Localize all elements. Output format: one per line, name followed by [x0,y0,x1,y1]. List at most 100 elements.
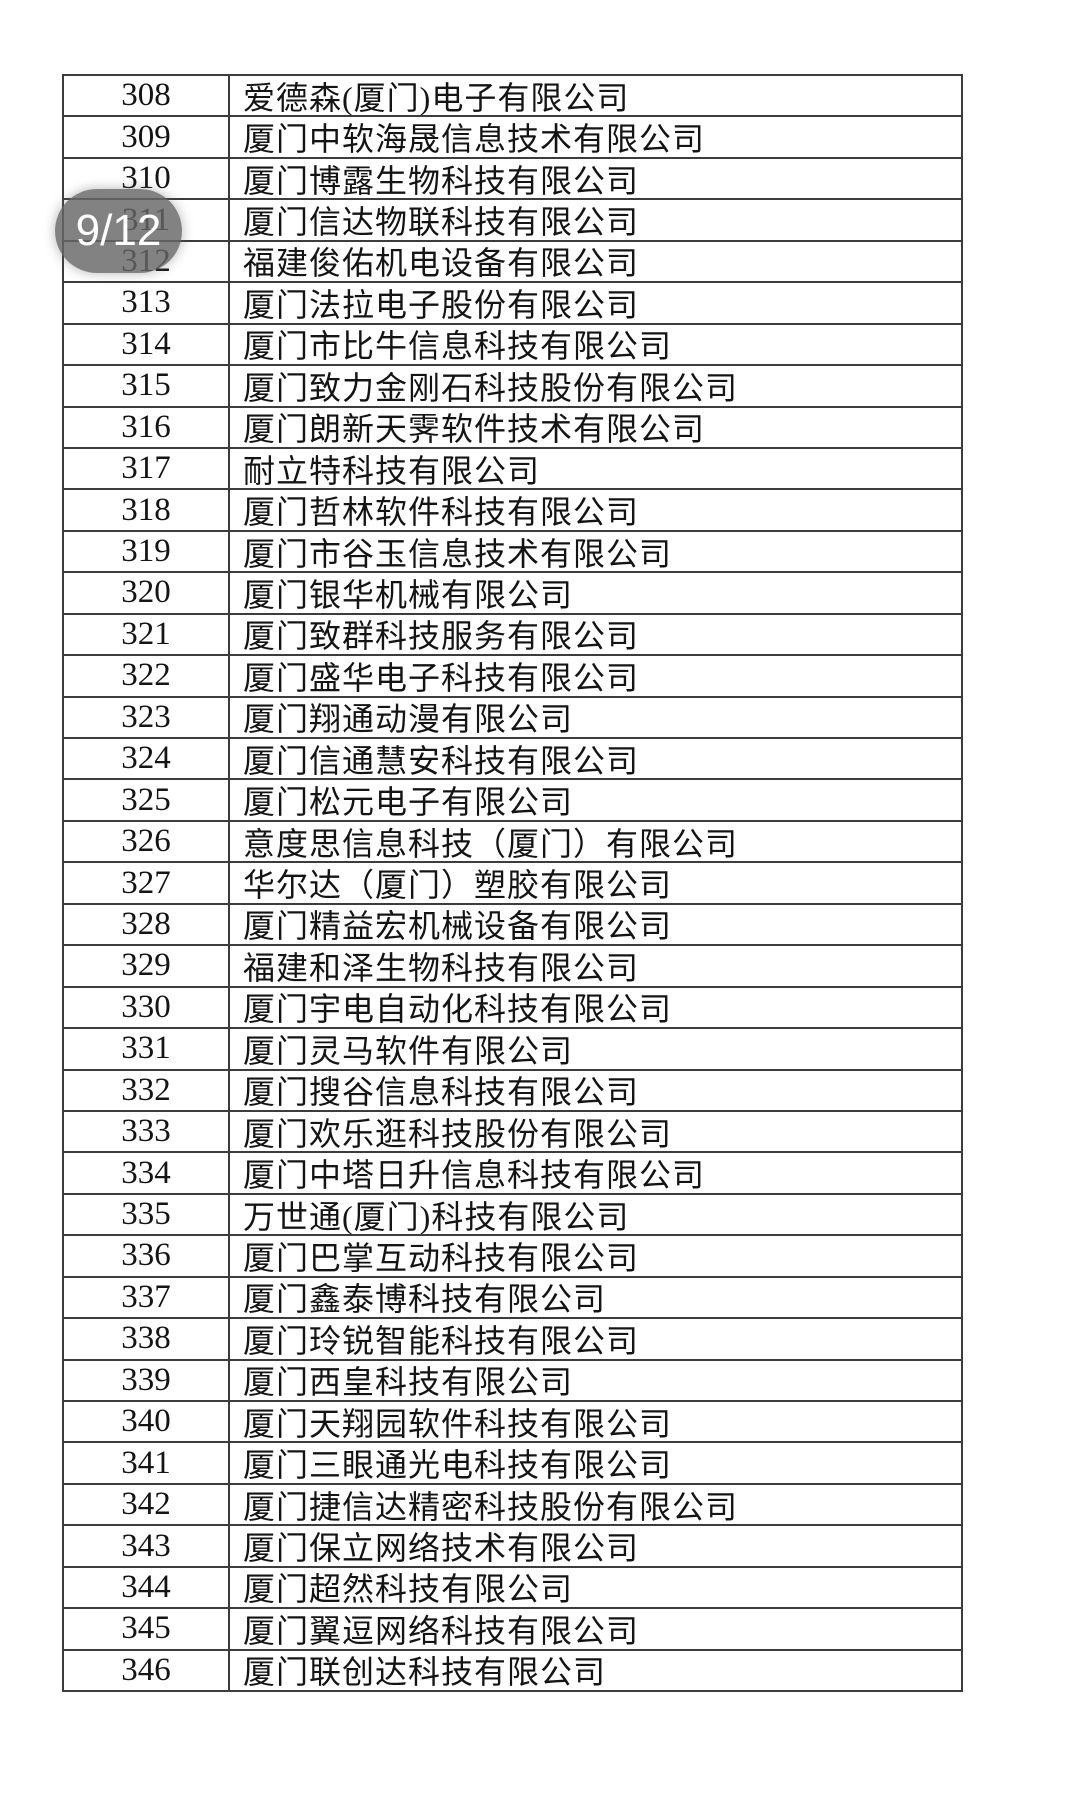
company-name: 厦门信通慧安科技有限公司 [243,742,640,779]
company-name: 厦门宇电自动化科技有限公司 [243,991,673,1028]
company-name: 厦门法拉电子股份有限公司 [243,286,640,323]
company-name: 厦门松元电子有限公司 [243,784,574,820]
company-name: 厦门天翔园软件科技有限公司 [243,1405,673,1442]
company-name: 厦门三眼通光电科技有限公司 [243,1447,673,1483]
row-number: 327 [64,863,230,903]
company-name: 厦门中软海晟信息技术有限公司 [243,121,706,157]
table-row: 312福建俊佑机电设备有限公司 [64,239,961,282]
company-name: 厦门鑫泰博科技有限公司 [243,1281,607,1318]
table-row: 332 厦门搜谷信息科技有限公司 [64,1068,961,1110]
table-row: 317 耐立特科技有限公司 [64,446,961,489]
company-name: 厦门信达物联科技有限公司 [243,204,640,240]
company-name: 福建俊佑机电设备有限公司 [243,245,640,282]
table-row: 329 福建和泽生物科技有限公司 [64,944,961,986]
company-name: 华尔达（厦门）塑胶有限公司 [243,867,673,903]
company-name: 厦门搜谷信息科技有限公司 [243,1074,640,1110]
row-number: 339 [64,1360,230,1400]
table-row: 308 爱德森(厦门)电子有限公司 [64,76,961,116]
row-number: 309 [64,117,230,157]
table-row: 316 厦门朗新天霁软件技术有限公司 [64,405,961,447]
table-row: 338 厦门玲锐智能科技有限公司 [64,1317,961,1359]
row-number: 335 [64,1194,230,1235]
table-row: 326 意度思信息科技（厦门）有限公司 [64,819,961,862]
row-number: 321 [64,614,230,655]
company-name: 厦门银华机械有限公司 [243,576,574,613]
table-row: 322 厦门盛华电子科技有限公司 [64,654,961,696]
row-number: 338 [64,1319,230,1359]
company-name: 厦门致力金刚石科技股份有限公司 [243,369,739,406]
table-row: 345 厦门翼逗网络科技有限公司 [64,1607,961,1649]
row-number: 334 [64,1153,230,1193]
company-name: 厦门中塔日升信息科技有限公司 [243,1157,706,1193]
table-row: 324 厦门信通慧安科技有限公司 [64,737,961,779]
company-name: 厦门西皇科技有限公司 [243,1364,574,1400]
row-number: 336 [64,1236,230,1276]
company-name: 福建和泽生物科技有限公司 [243,949,640,986]
table-row: 320 厦门银华机械有限公司 [64,571,961,613]
row-number: 316 [64,407,230,447]
table-row: 313 厦门法拉电子股份有限公司 [64,281,961,323]
company-name: 厦门翔通动漫有限公司 [243,701,574,737]
table-row: 323 厦门翔通动漫有限公司 [64,695,961,737]
table-row: 340 厦门天翔园软件科技有限公司 [64,1400,961,1442]
table-row: 330 厦门宇电自动化科技有限公司 [64,985,961,1028]
company-name: 厦门欢乐逛科技股份有限公司 [243,1115,673,1152]
row-number: 331 [64,1029,230,1069]
table-row: 321 厦门致群科技服务有限公司 [64,612,961,655]
row-number: 328 [64,904,230,945]
table-row: 336 厦门巴掌互动科技有限公司 [64,1234,961,1276]
company-name: 意度思信息科技（厦门）有限公司 [243,825,739,862]
table-row: 328 厦门精益宏机械设备有限公司 [64,902,961,945]
table-row: 343 厦门保立网络技术有限公司 [64,1524,961,1566]
company-name: 爱德森(厦门)电子有限公司 [243,79,630,116]
row-number: 317 [64,448,230,489]
table-row: 327 华尔达（厦门）塑胶有限公司 [64,861,961,903]
table-row: 325 厦门松元电子有限公司 [64,778,961,820]
row-number: 322 [64,656,230,696]
company-name: 万世通(厦门)科技有限公司 [243,1198,630,1235]
row-number: 342 [64,1484,230,1525]
page-indicator-badge: 9/12 [55,189,182,273]
company-table: 308 爱德森(厦门)电子有限公司 309 厦门中软海晟信息技术有限公司 310 厦门博露… [62,74,963,1692]
company-name: 厦门精益宏机械设备有限公司 [243,908,673,945]
company-name: 厦门玲锐智能科技有限公司 [243,1322,640,1359]
row-number: 346 [64,1650,230,1691]
row-number: 314 [64,324,230,365]
row-number: 330 [64,987,230,1028]
row-number: 325 [64,780,230,820]
row-number: 332 [64,1070,230,1110]
table-row: 346 厦门联创达科技有限公司 [64,1648,961,1691]
table-row: 339 厦门西皇科技有限公司 [64,1358,961,1400]
row-number: 313 [64,283,230,323]
company-name: 耐立特科技有限公司 [243,452,541,489]
company-name: 厦门捷信达精密科技股份有限公司 [243,1488,739,1525]
table-row: 311厦门信达物联科技有限公司 [64,198,961,240]
row-number: 344 [64,1567,230,1608]
table-row: 315 厦门致力金刚石科技股份有限公司 [64,364,961,406]
row-number: 308 [64,76,230,116]
table-row: 310 厦门博露生物科技有限公司 [64,156,961,199]
company-name: 厦门朗新天霁软件技术有限公司 [243,411,706,447]
row-number: 345 [64,1609,230,1649]
company-name: 厦门哲林软件科技有限公司 [243,494,640,530]
row-number: 318 [64,490,230,530]
table-row: 309 厦门中软海晟信息技术有限公司 [64,115,961,157]
table-row: 331 厦门灵马软件有限公司 [64,1027,961,1069]
company-name: 厦门超然科技有限公司 [243,1571,574,1608]
row-number: 337 [64,1277,230,1318]
table-row: 337 厦门鑫泰博科技有限公司 [64,1275,961,1318]
company-name: 厦门盛华电子科技有限公司 [243,659,640,696]
row-number: 341 [64,1443,230,1483]
row-number: 324 [64,739,230,779]
company-name: 厦门市谷玉信息技术有限公司 [243,535,673,572]
row-number: 323 [64,697,230,737]
row-number: 333 [64,1111,230,1152]
table-row: 318 厦门哲林软件科技有限公司 [64,488,961,530]
table-row: 334 厦门中塔日升信息科技有限公司 [64,1151,961,1193]
row-number: 315 [64,366,230,406]
company-name: 厦门翼逗网络科技有限公司 [243,1612,640,1649]
table-row: 333 厦门欢乐逛科技股份有限公司 [64,1109,961,1152]
row-number: 340 [64,1402,230,1442]
company-name: 厦门博露生物科技有限公司 [243,162,640,199]
